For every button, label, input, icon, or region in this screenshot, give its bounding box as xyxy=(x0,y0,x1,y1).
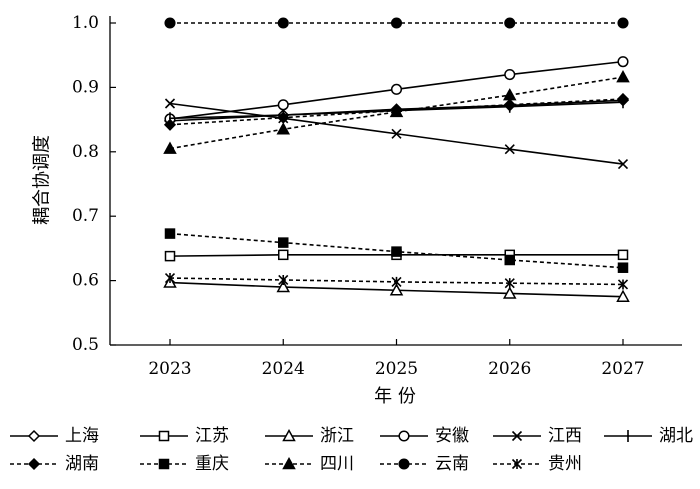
data-point xyxy=(277,99,289,111)
data-point xyxy=(164,98,176,109)
x-axis-title: 年 份 xyxy=(374,386,416,407)
data-point xyxy=(163,118,177,131)
series-11 xyxy=(164,272,629,290)
data-point xyxy=(391,246,402,257)
data-point xyxy=(164,17,176,29)
legend-label: 湖南 xyxy=(65,454,99,474)
y-tick-label: 0.8 xyxy=(72,142,99,162)
legend-marker xyxy=(282,456,296,470)
legend-marker xyxy=(158,458,170,470)
legend-marker xyxy=(511,458,523,470)
data-point xyxy=(617,17,629,29)
data-point xyxy=(164,272,176,284)
x-tick-label: 2027 xyxy=(601,359,644,379)
legend-marker xyxy=(511,430,523,442)
data-point xyxy=(389,104,404,118)
series-layer xyxy=(163,17,630,302)
legend-item: 浙江 xyxy=(265,426,354,446)
x-tick-label: 2026 xyxy=(488,359,531,379)
data-point xyxy=(163,141,177,154)
y-axis-ticks: 0.5 0.6 0.7 0.8 0.9 1.0 xyxy=(72,13,116,355)
data-point xyxy=(389,283,404,296)
y-axis-title: 耦合协调度 xyxy=(32,135,53,225)
data-point xyxy=(391,276,402,287)
y-tick-label: 0.9 xyxy=(72,77,99,97)
legend-label: 贵州 xyxy=(548,454,582,474)
legend-label: 上海 xyxy=(65,426,99,446)
legend-marker xyxy=(282,428,296,442)
series-8 xyxy=(164,228,629,273)
data-point xyxy=(502,88,517,101)
data-point xyxy=(277,17,289,29)
series-9 xyxy=(163,70,630,154)
legend-label: 湖北 xyxy=(659,426,693,446)
legend-item: 安徽 xyxy=(380,426,469,446)
data-point xyxy=(616,70,630,83)
legend-item: 湖南 xyxy=(10,454,99,474)
legend-label: 重庆 xyxy=(195,454,229,474)
data-point xyxy=(278,274,289,286)
data-point xyxy=(617,262,629,273)
data-point xyxy=(164,250,176,262)
data-point xyxy=(504,144,515,155)
legend-item: 上海 xyxy=(10,426,99,446)
data-point xyxy=(616,92,630,106)
legend-item: 贵州 xyxy=(493,454,582,474)
legend-label: 江西 xyxy=(548,426,582,446)
legend-item: 江西 xyxy=(493,426,582,446)
plot-area: 0.5 0.6 0.7 0.8 0.9 1.0 2023 2024 2025 2026 2027 xyxy=(72,13,682,379)
data-point xyxy=(391,128,402,139)
legend-label: 江苏 xyxy=(195,426,229,446)
legend-label: 安徽 xyxy=(435,426,469,446)
data-point xyxy=(617,158,629,170)
data-point xyxy=(278,237,289,248)
legend-label: 浙江 xyxy=(320,426,354,446)
data-point xyxy=(390,83,403,95)
legend-marker xyxy=(27,457,41,471)
data-point xyxy=(278,249,289,261)
data-point xyxy=(616,289,630,302)
x-axis-ticks: 2023 2024 2025 2026 2027 xyxy=(148,339,645,379)
legend-label: 云南 xyxy=(435,454,469,474)
data-point xyxy=(276,279,291,293)
x-tick-label: 2025 xyxy=(375,359,418,379)
data-point xyxy=(617,56,629,68)
series-10 xyxy=(164,17,629,29)
legend-marker xyxy=(398,458,410,470)
y-tick-label: 0.7 xyxy=(72,206,99,226)
data-point xyxy=(503,98,516,111)
y-tick-label: 0.5 xyxy=(72,335,99,355)
legend-item: 重庆 xyxy=(140,454,229,474)
legend-item: 湖北 xyxy=(604,426,693,446)
data-point xyxy=(504,278,515,289)
legend-marker xyxy=(158,430,170,442)
y-tick-label: 1.0 xyxy=(72,13,99,33)
data-point xyxy=(617,249,629,261)
legend-label: 四川 xyxy=(320,454,354,474)
legend-marker xyxy=(27,429,41,443)
data-point xyxy=(504,17,516,29)
data-point xyxy=(504,254,515,266)
legend-item: 云南 xyxy=(380,454,469,474)
legend-marker xyxy=(398,430,410,442)
data-point xyxy=(164,228,176,239)
legend-marker xyxy=(627,430,629,442)
data-point xyxy=(502,286,517,299)
x-tick-label: 2024 xyxy=(262,359,305,379)
series-5 xyxy=(164,98,629,170)
legend-item: 四川 xyxy=(265,454,354,474)
data-point xyxy=(617,279,629,290)
x-tick-label: 2023 xyxy=(148,359,191,379)
y-tick-label: 0.6 xyxy=(72,271,99,291)
data-point xyxy=(276,122,291,135)
data-point xyxy=(390,17,403,29)
data-point xyxy=(504,68,516,81)
legend-item: 江苏 xyxy=(140,426,229,446)
